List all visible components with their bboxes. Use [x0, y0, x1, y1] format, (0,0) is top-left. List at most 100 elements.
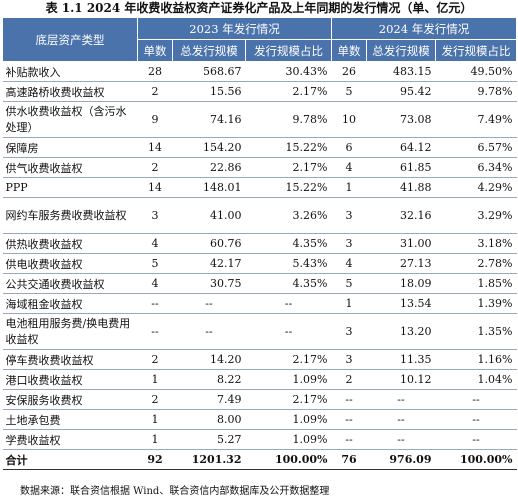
cell-count-2024: -- [331, 429, 367, 450]
cell-ratio-2023: 15.22% [245, 177, 332, 198]
cell-ratio-2024: 1.04% [435, 369, 517, 390]
cell-scale-2023: 7.49 [172, 389, 246, 410]
cell-total-ratio-2023: 100.00% [245, 449, 332, 470]
cell-count-2023: 5 [137, 253, 173, 274]
cell-count-2024: 3 [331, 197, 367, 234]
table-row: 安保服务收费权 2 7.49 2.17% -- -- -- [2, 389, 517, 410]
cell-type: 保障房 [2, 137, 138, 158]
cell-count-2024: 5 [331, 273, 367, 294]
cell-ratio-2024: 7.49% [435, 101, 517, 138]
header-count-2024: 单数 [331, 39, 367, 62]
total-row: 合计 92 1201.32 100.00% 76 976.09 100.00% [2, 449, 517, 470]
cell-scale-2023: 8.00 [172, 409, 246, 430]
cell-ratio-2023: -- [245, 293, 332, 314]
header-row-metrics: 单数 总发行规模 发行规模占比 单数 总发行规模 发行规模占比 [3, 39, 517, 62]
cell-count-2024: 1 [331, 177, 367, 198]
cell-count-2024: 3 [331, 349, 367, 370]
cell-ratio-2024: 3.29% [435, 197, 517, 234]
source-note: 数据来源：联合资信根据 Wind、联合资信内部数据库及公开数据整理 [20, 486, 330, 497]
cell-type: 补贴款收入 [2, 61, 138, 82]
table-row: PPP 14 148.01 15.22% 1 41.88 4.29% [2, 177, 517, 198]
cell-count-2023: 1 [137, 369, 173, 390]
cell-scale-2024: 41.88 [366, 177, 436, 198]
header-scale-2024: 总发行规模 [366, 39, 436, 62]
header-ratio-2023: 发行规模占比 [245, 39, 332, 62]
cell-ratio-2023: 1.09% [245, 409, 332, 430]
cell-ratio-2023: 2.17% [245, 157, 332, 178]
cell-scale-2023: 568.67 [172, 61, 246, 82]
cell-scale-2024: 13.20 [366, 313, 436, 350]
cell-total-ratio-2024: 100.00% [435, 449, 517, 470]
cell-scale-2024: 31.00 [366, 233, 436, 254]
cell-scale-2023: 42.17 [172, 253, 246, 274]
table-row: 海域租金收益权 -- -- -- 1 13.54 1.39% [2, 293, 517, 314]
cell-ratio-2024: 1.39% [435, 293, 517, 314]
cell-scale-2023: 60.76 [172, 233, 246, 254]
header-scale-2023: 总发行规模 [172, 39, 246, 62]
cell-ratio-2023: 2.17% [245, 81, 332, 102]
cell-scale-2024: 61.85 [366, 157, 436, 178]
cell-type: 供电收费收益权 [2, 253, 138, 274]
cell-scale-2024: 32.16 [366, 197, 436, 234]
cell-type: 港口收费收益权 [2, 369, 138, 390]
cell-ratio-2024: 2.78% [435, 253, 517, 274]
cell-scale-2023: 14.20 [172, 349, 246, 370]
cell-count-2023: 9 [137, 101, 173, 138]
cell-scale-2023: 5.27 [172, 429, 246, 450]
cell-ratio-2023: 2.17% [245, 349, 332, 370]
cell-scale-2024: 95.42 [366, 81, 436, 102]
table-row: 停车费收费收益权 2 14.20 2.17% 3 11.35 1.16% [2, 349, 517, 370]
cell-ratio-2023: 30.43% [245, 61, 332, 82]
table-row: 供水收费收益权（含污水处理） 9 74.16 9.78% 10 73.08 7.… [2, 101, 517, 138]
cell-scale-2024: -- [366, 389, 436, 410]
cell-type: 高速路桥收费收益权 [2, 81, 138, 102]
cell-ratio-2023: 5.43% [245, 253, 332, 274]
header-count-2023: 单数 [137, 39, 173, 62]
cell-ratio-2024: 3.18% [435, 233, 517, 254]
cell-count-2024: 6 [331, 137, 367, 158]
cell-count-2023: 2 [137, 389, 173, 410]
cell-total-label: 合计 [2, 449, 138, 470]
cell-scale-2023: -- [172, 293, 246, 314]
table-row: 学费收益权 1 5.27 1.09% -- -- -- [2, 429, 517, 450]
cell-count-2023: 14 [137, 137, 173, 158]
header-asset-type: 底层资产类型 [2, 17, 138, 62]
cell-ratio-2023: 9.78% [245, 101, 332, 138]
cell-scale-2024: 73.08 [366, 101, 436, 138]
cell-count-2023: 2 [137, 157, 173, 178]
cell-scale-2024: 10.12 [366, 369, 436, 390]
cell-count-2024: 5 [331, 81, 367, 102]
table-row: 公共交通收费收益权 4 30.75 4.35% 5 18.09 1.85% [2, 273, 517, 294]
cell-count-2023: 2 [137, 81, 173, 102]
cell-type: 停车费收费收益权 [2, 349, 138, 370]
cell-count-2024: 10 [331, 101, 367, 138]
cell-ratio-2023: -- [245, 313, 332, 350]
cell-ratio-2023: 2.17% [245, 389, 332, 410]
table-row: 港口收费收益权 1 8.22 1.09% 2 10.12 1.04% [2, 369, 517, 390]
issuance-table: 底层资产类型 2023 年发行情况 2024 年发行情况 单数 总发行规模 发行… [2, 17, 517, 470]
cell-count-2023: 2 [137, 349, 173, 370]
cell-count-2024: 4 [331, 253, 367, 274]
table-row: 电池租用服务费/换电费用收益权 -- -- -- 3 13.20 1.35% [2, 313, 517, 350]
table-row: 补贴款收入 28 568.67 30.43% 26 483.15 49.50% [2, 61, 517, 82]
cell-count-2023: 4 [137, 273, 173, 294]
cell-type: 供水收费收益权（含污水处理） [2, 101, 138, 138]
cell-count-2023: 3 [137, 197, 173, 234]
cell-total-count-2023: 92 [137, 449, 173, 470]
cell-type: 网约车服务费收费收益权 [2, 197, 138, 234]
header-ratio-2024: 发行规模占比 [435, 39, 517, 62]
cell-type: 海域租金收益权 [2, 293, 138, 314]
cell-scale-2024: 483.15 [366, 61, 436, 82]
cell-ratio-2024: -- [435, 389, 517, 410]
cell-scale-2023: -- [172, 313, 246, 350]
cell-scale-2023: 154.20 [172, 137, 246, 158]
cell-total-scale-2024: 976.09 [366, 449, 436, 470]
cell-count-2023: 28 [137, 61, 173, 82]
cell-count-2024: 3 [331, 313, 367, 350]
cell-ratio-2024: 49.50% [435, 61, 517, 82]
cell-scale-2023: 41.00 [172, 197, 246, 234]
cell-scale-2023: 15.56 [172, 81, 246, 102]
cell-ratio-2024: 1.35% [435, 313, 517, 350]
cell-ratio-2024: -- [435, 409, 517, 430]
table-row: 保障房 14 154.20 15.22% 6 64.12 6.57% [2, 137, 517, 158]
